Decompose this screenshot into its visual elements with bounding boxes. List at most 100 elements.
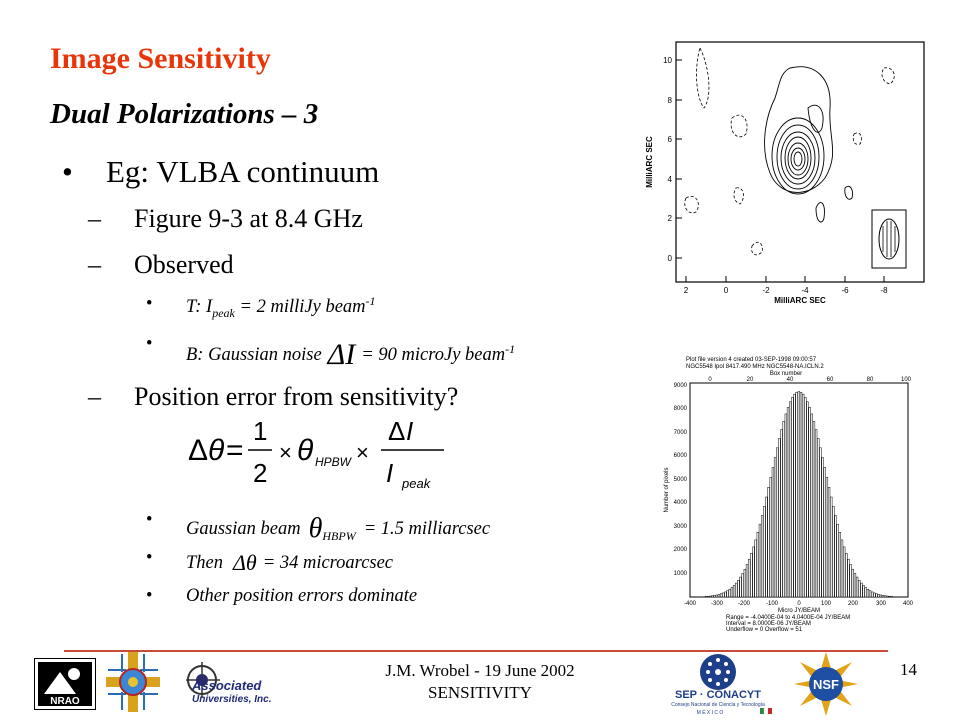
- svg-text:300: 300: [876, 601, 887, 607]
- svg-text:SEP · CONACYT: SEP · CONACYT: [675, 689, 761, 701]
- histogram-bar: [801, 393, 805, 598]
- svg-text:4: 4: [668, 175, 673, 184]
- histogram-bar: [853, 573, 857, 598]
- svg-text:2000: 2000: [674, 547, 688, 553]
- histogram-bar: [771, 467, 775, 598]
- histogram-bar: [793, 393, 796, 598]
- histogram-bar: [877, 594, 880, 598]
- slide-title: Image Sensitivity: [50, 42, 271, 75]
- histogram-bar: [735, 582, 738, 598]
- svg-text:7000: 7000: [674, 430, 688, 436]
- histogram-bar: [827, 487, 831, 598]
- histogram-bar: [769, 477, 772, 598]
- histogram-bar: [864, 587, 867, 598]
- histogram-bar: [778, 438, 781, 598]
- svg-text:1000: 1000: [674, 571, 688, 577]
- histogram-bar: [773, 457, 777, 598]
- svg-text:Box number: Box number: [770, 371, 802, 377]
- svg-text:9000: 9000: [674, 383, 688, 389]
- histogram-bar: [797, 391, 800, 598]
- histogram-bar: [806, 401, 809, 598]
- main-bullet: • Eg: VLBA continuum: [62, 154, 379, 190]
- conacyt-logo: SEP · CONACYT Consejo Nacional de Cienci…: [671, 654, 772, 716]
- histogram-bar: [786, 407, 790, 598]
- svg-text:I: I: [386, 458, 393, 488]
- histogram-bar: [763, 506, 766, 598]
- nsf-logo: NSF: [794, 652, 858, 716]
- histogram-bar: [748, 558, 751, 598]
- svg-text:4000: 4000: [674, 500, 688, 506]
- svg-text:NGC5548 Ipol 8417.490 MHz NGC: NGC5548 Ipol 8417.490 MHz NGC5548-NA.ICL…: [686, 364, 824, 370]
- histogram-bar: [821, 457, 824, 598]
- svg-text:Number of pixels: Number of pixels: [664, 467, 670, 512]
- svg-text:×: ×: [279, 440, 292, 465]
- main-bullet-text: Eg: VLBA continuum: [106, 154, 380, 189]
- histogram-bar: [791, 397, 794, 598]
- histogram-bar: [804, 397, 807, 598]
- svg-text:80: 80: [867, 377, 874, 383]
- histogram-bar: [750, 553, 753, 598]
- histogram-bar: [840, 539, 844, 598]
- histogram-bar: [832, 506, 835, 598]
- histogram-bar: [862, 585, 865, 598]
- svg-text:40: 40: [787, 377, 794, 383]
- svg-text:0: 0: [708, 377, 712, 383]
- histogram-bar: [812, 421, 816, 598]
- histogram-bar: [817, 438, 820, 598]
- histogram-bar: [732, 585, 736, 598]
- histogram-bar: [845, 553, 848, 598]
- histogram-bar: [709, 595, 712, 598]
- histogram-bar: [722, 592, 725, 598]
- svg-text:20: 20: [747, 377, 754, 383]
- svg-text:Underflow = 0 Overflow = 51: Underflow = 0 Overflow = 51: [726, 627, 803, 633]
- histogram-bar: [819, 447, 822, 598]
- histogram-bar: [789, 401, 792, 598]
- histogram-bar: [890, 596, 893, 598]
- svg-text:NSF: NSF: [813, 677, 839, 692]
- svg-text:60: 60: [827, 377, 834, 383]
- nrao-logo: NRAO: [34, 658, 96, 710]
- histogram-bar: [795, 391, 798, 598]
- svg-text:0: 0: [724, 286, 729, 295]
- footer-topic: SENSITIVITY: [428, 683, 532, 702]
- histogram-bar: [717, 594, 721, 598]
- histogram-bar: [810, 413, 813, 598]
- histogram-bar: [836, 523, 839, 598]
- svg-text:-4: -4: [801, 286, 809, 295]
- histogram-bar: [851, 568, 854, 598]
- contour-xlabel: MilliARC SEC: [774, 296, 826, 305]
- svg-text:Δ: Δ: [388, 416, 405, 446]
- svg-text:-200: -200: [738, 601, 751, 607]
- histogram-bar: [704, 596, 708, 598]
- svg-text:8000: 8000: [674, 406, 688, 412]
- histogram-bar: [847, 558, 850, 598]
- histogram-bar: [756, 532, 759, 598]
- histogram-bar: [814, 429, 818, 598]
- svg-text:100: 100: [901, 377, 912, 383]
- svg-text:5000: 5000: [674, 477, 688, 483]
- histogram-bar: [871, 591, 874, 598]
- footer-credit: J.M. Wrobel - 19 June 2002 SENSITIVITY: [350, 660, 610, 704]
- svg-text:NRAO: NRAO: [50, 696, 80, 707]
- histogram-bar: [830, 496, 833, 598]
- svg-text:0: 0: [668, 254, 673, 263]
- svg-text:0: 0: [797, 601, 801, 607]
- svg-text:10: 10: [663, 56, 672, 65]
- svg-text:6: 6: [668, 135, 673, 144]
- histogram-bar: [843, 546, 846, 598]
- histogram-bar: [860, 582, 863, 598]
- histogram-bar: [888, 596, 891, 598]
- contour-ylabel: MilliARC SEC: [645, 136, 654, 188]
- histogram-bar: [884, 595, 887, 598]
- theta-hbpw-symbol: θ: [308, 513, 323, 544]
- histogram-bar: [834, 515, 837, 598]
- histogram-bar: [754, 539, 757, 598]
- histogram-bar: [784, 413, 788, 598]
- svg-text:×: ×: [356, 440, 369, 465]
- aui-logo: Associated Universities, Inc.: [186, 662, 271, 705]
- svg-text:400: 400: [903, 601, 914, 607]
- histogram-bar: [782, 421, 785, 598]
- histogram-bar: [743, 568, 747, 598]
- svg-text:-2: -2: [762, 286, 770, 295]
- histogram-bar: [875, 593, 878, 598]
